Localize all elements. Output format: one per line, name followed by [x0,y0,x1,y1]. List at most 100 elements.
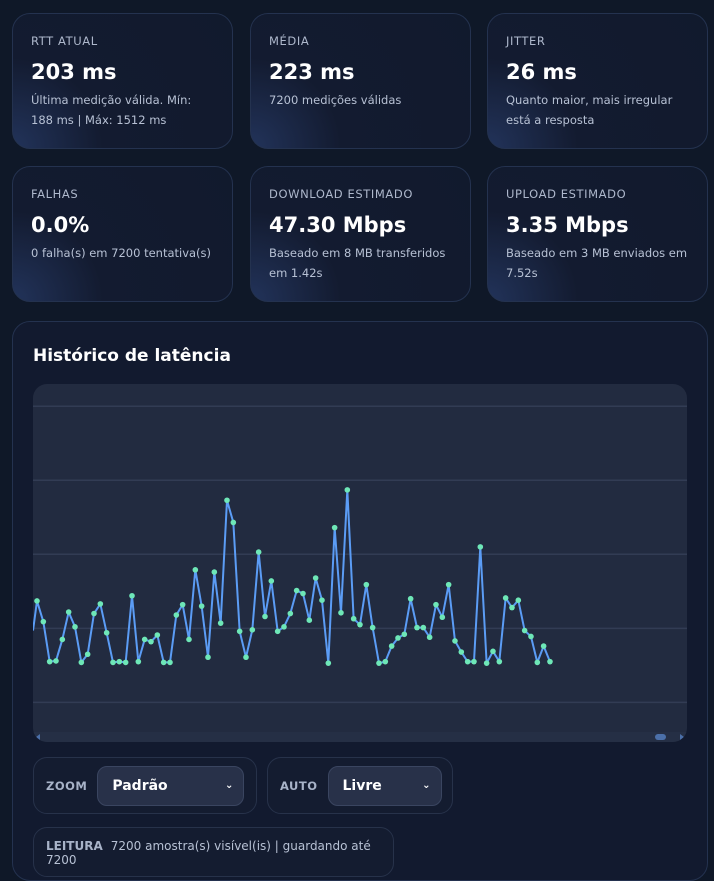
latency-point [224,497,230,504]
latency-point [439,614,446,621]
latency-point [388,643,395,649]
zoom-label: ZOOM [46,778,88,793]
latency-point [382,658,389,665]
chevron-down-icon: ⌄ [422,780,431,791]
latency-point [205,654,211,661]
latency-point [59,636,66,643]
latency-point [376,660,382,666]
stat-value: 203 ms [31,60,117,84]
latency-point [255,549,262,555]
latency-point [325,660,332,666]
stat-value: 0.0% [31,213,90,237]
scroll-left-icon[interactable] [36,734,40,740]
latency-point [547,658,553,665]
latency-point [135,658,142,665]
latency-chart[interactable] [33,384,687,742]
latency-point [268,578,275,584]
latency-point [40,618,47,625]
latency-chart-svg [33,405,687,742]
latency-point [281,624,287,630]
stat-card-jitter: JITTER 26 ms Quanto maior, mais irregula… [487,13,708,149]
latency-point [319,597,325,604]
chart-scrollbar[interactable] [33,732,687,742]
latency-point [78,659,85,666]
latency-point [186,636,192,643]
latency-point [179,601,186,608]
latency-point [230,519,237,526]
latency-point [395,635,401,641]
latency-point [338,609,344,616]
latency-point [293,587,300,594]
latency-point [401,631,408,638]
stat-card-download: DOWNLOAD ESTIMADO 47.30 Mbps Baseado em … [250,166,471,302]
latency-point [350,615,357,622]
stat-description: Baseado em 3 MB enviados em 7.52s [506,246,688,280]
latency-point [490,648,496,655]
stat-value: 47.30 Mbps [269,213,407,237]
latency-point [65,609,72,615]
latency-point [198,603,205,609]
scroll-right-icon[interactable] [680,734,684,740]
zoom-select-value: Padrão [112,777,168,794]
latency-point [53,658,59,664]
latency-point [46,658,53,665]
latency-point [420,624,427,631]
latency-point [97,601,104,607]
latency-point [160,659,167,666]
latency-point [414,624,420,631]
latency-point [287,610,294,617]
latency-point [34,598,40,604]
latency-point [477,544,484,550]
latency-point [154,632,161,638]
latency-point [243,654,249,661]
latency-point [445,581,452,588]
stat-label: DOWNLOAD ESTIMADO [269,187,413,201]
stat-label: RTT ATUAL [31,34,98,48]
latency-point [515,597,522,604]
latency-line [33,488,551,665]
latency-point [407,595,414,602]
latency-point [262,613,268,620]
stat-value: 26 ms [506,60,577,84]
latency-point [464,658,471,665]
latency-point [502,595,509,601]
latency-point [103,629,110,636]
scrollbar-thumb[interactable] [655,734,666,740]
stat-card-falhas: FALHAS 0.0% 0 falha(s) em 7200 tentativa… [12,166,233,302]
stat-description: Última medição válida. Mín: 188 ms | Máx… [31,93,192,127]
latency-point [274,628,281,635]
latency-point [72,624,78,630]
latency-point [471,658,477,665]
latency-point [521,627,528,634]
latency-point [129,592,135,599]
latency-point [91,610,97,617]
latency-point [116,658,123,665]
zoom-control: ZOOM Padrão ⌄ [33,757,257,814]
latency-point [357,621,363,628]
latency-point [148,638,154,645]
latency-point [84,651,91,658]
stat-label: UPLOAD ESTIMADO [506,187,627,201]
stat-value: 3.35 Mbps [506,213,629,237]
latency-point [122,659,129,666]
stat-card-media: MÉDIA 223 ms 7200 medições válidas [250,13,471,149]
latency-point [236,628,243,635]
latency-point [534,659,541,666]
stat-description: Quanto maior, mais irregular está a resp… [506,93,673,127]
reading-label: LEITURA [46,839,103,853]
stat-card-rtt: RTT ATUAL 203 ms Última medição válida. … [12,13,233,149]
stat-label: FALHAS [31,187,79,201]
latency-point [363,581,370,588]
latency-point [540,643,547,649]
latency-point [192,567,199,573]
latency-point [249,627,256,633]
latency-point [312,575,319,581]
auto-select[interactable]: Livre ⌄ [327,765,442,806]
zoom-select[interactable]: Padrão ⌄ [97,765,245,806]
auto-select-value: Livre [342,777,382,794]
latency-point [300,590,306,597]
stat-description: 7200 medições válidas [269,93,402,107]
latency-point [141,636,148,643]
latency-point [217,620,224,626]
latency-point [331,524,338,531]
